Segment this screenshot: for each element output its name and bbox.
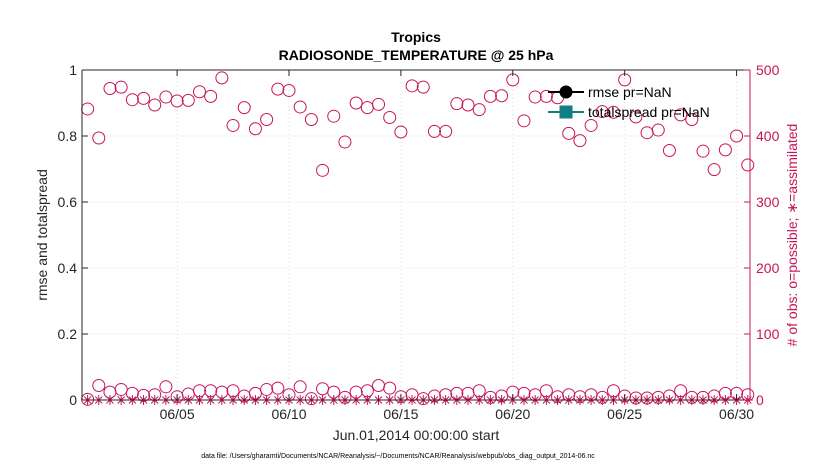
y-tick-label-right: 500	[756, 62, 780, 78]
possible-obs-point	[730, 129, 744, 143]
possible-obs-point	[92, 131, 106, 145]
possible-obs-point	[741, 158, 755, 172]
y-axis-label-right: # of obs: o=possible; ∗=assimilated	[784, 124, 800, 347]
possible-obs-point	[595, 105, 609, 119]
possible-obs-point	[405, 79, 419, 93]
possible-obs-point	[427, 124, 441, 138]
possible-obs-point	[349, 96, 363, 110]
legend-entry: totalspread pr=NaN	[588, 104, 710, 120]
possible-obs-point	[584, 118, 598, 132]
possible-obs-point	[170, 94, 184, 108]
x-tick-label: 06/25	[607, 406, 642, 422]
possible-obs-point	[439, 124, 453, 138]
possible-obs-point	[472, 103, 486, 117]
legend-marker-rmse	[559, 85, 573, 99]
possible-obs-point	[260, 113, 274, 126]
possible-obs-point	[416, 80, 430, 94]
y-tick-label: 0	[69, 392, 77, 408]
chart-title: Tropics	[391, 29, 441, 45]
possible-obs-point	[651, 123, 665, 137]
possible-obs-point	[674, 108, 688, 122]
possible-obs-point	[204, 89, 218, 103]
possible-obs-point	[316, 163, 330, 177]
y-tick-label-right: 300	[756, 194, 780, 210]
y-tick-label: 0.4	[58, 260, 78, 276]
possible-obs-point	[237, 101, 251, 115]
possible-obs-point	[327, 109, 341, 123]
possible-obs-point	[383, 381, 397, 395]
possible-obs-point	[293, 100, 307, 114]
possible-obs-point	[159, 380, 173, 394]
possible-obs-point	[293, 380, 307, 394]
legend: rmse pr=NaN totalspread pr=NaN	[548, 84, 710, 120]
y-tick-label-right: 200	[756, 260, 780, 276]
possible-obs-point	[629, 110, 643, 124]
possible-obs-point	[271, 381, 285, 395]
possible-obs-point	[159, 90, 173, 104]
plot-area	[82, 70, 750, 400]
tick-labels: 06/05 06/10 06/15 06/20 06/25 06/3000.20.40.6…	[58, 62, 780, 422]
possible-obs-point	[383, 111, 397, 125]
possible-obs-point	[517, 114, 531, 128]
possible-obs-point	[271, 82, 285, 96]
possible-obs-point	[696, 144, 710, 158]
y-tick-label-right: 0	[756, 392, 764, 408]
possible-obs-point	[181, 93, 195, 107]
y-tick-label-right: 100	[756, 326, 780, 342]
possible-obs-point	[248, 122, 262, 136]
possible-obs-point	[685, 113, 699, 126]
y-tick-label: 1	[69, 62, 77, 78]
y-tick-label: 0.6	[58, 194, 78, 210]
possible-obs-point	[125, 93, 139, 107]
y-tick-label: 0.8	[58, 128, 78, 144]
y-axis-label: rmse and totalspread	[34, 169, 50, 301]
possible-obs-point	[483, 89, 497, 103]
possible-obs-point	[215, 71, 229, 85]
possible-obs-point	[282, 83, 296, 97]
possible-obs-point	[528, 90, 542, 104]
possible-obs-point	[114, 80, 128, 94]
possible-obs-point	[304, 113, 318, 126]
possible-obs-point	[92, 378, 106, 392]
x-tick-label: 06/20	[495, 406, 530, 422]
possible-obs-point	[573, 134, 587, 148]
possible-obs-point	[707, 163, 721, 177]
possible-obs-point	[461, 98, 475, 112]
y-tick-label: 0.2	[58, 326, 78, 342]
x-tick-label: 06/05	[160, 406, 195, 422]
possible-obs-point	[192, 85, 206, 99]
possible-obs-point	[394, 125, 408, 139]
possible-obs-point	[450, 97, 464, 111]
possible-obs-point	[338, 135, 352, 149]
possible-obs-point	[718, 143, 732, 157]
possible-obs-point	[539, 89, 553, 103]
x-axis-label: Jun.01,2014 00:00:00 start	[333, 427, 500, 443]
x-tick-label: 06/10	[271, 406, 306, 422]
possible-obs-point	[137, 91, 151, 105]
footnote: data file: /Users/gharamti/Documents/NCA…	[201, 453, 595, 460]
legend-entry: rmse pr=NaN	[588, 84, 672, 100]
legend-marker-totalspread	[559, 105, 573, 119]
possible-obs-point	[103, 81, 117, 95]
possible-obs-point	[606, 105, 620, 119]
possible-obs-point	[495, 89, 509, 103]
axes	[81, 69, 751, 401]
possible-obs-point	[562, 126, 576, 140]
chart-subtitle: RADIOSONDE_TEMPERATURE @ 25 hPa	[279, 47, 554, 63]
possible-obs-point	[226, 118, 240, 132]
x-tick-label: 06/15	[383, 406, 418, 422]
possible-obs-point	[316, 382, 330, 396]
possible-obs-point	[148, 98, 162, 112]
y-tick-label-right: 400	[756, 128, 780, 144]
possible-obs-point	[662, 144, 676, 158]
possible-obs-point	[360, 101, 374, 115]
x-tick-label: 06/30	[719, 406, 754, 422]
